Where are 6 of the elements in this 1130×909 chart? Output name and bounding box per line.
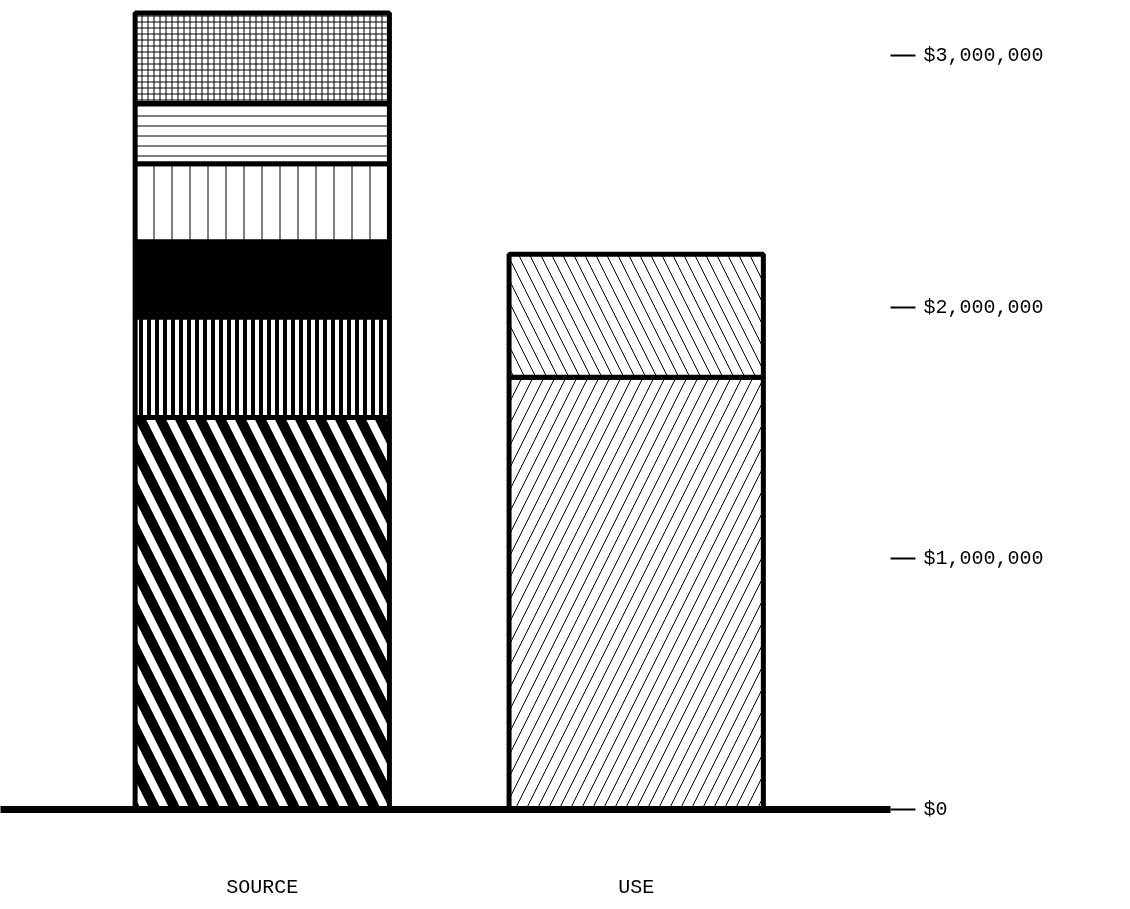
y-tick-label: $0 (923, 798, 948, 821)
x-tick-label: USE (618, 875, 655, 899)
y-tick-label: $3,000,000 (923, 44, 1044, 68)
y-tick-label: $2,000,000 (923, 295, 1044, 319)
y-tick-label: $1,000,000 (923, 546, 1044, 570)
x-tick-label: SOURCE (226, 875, 299, 899)
